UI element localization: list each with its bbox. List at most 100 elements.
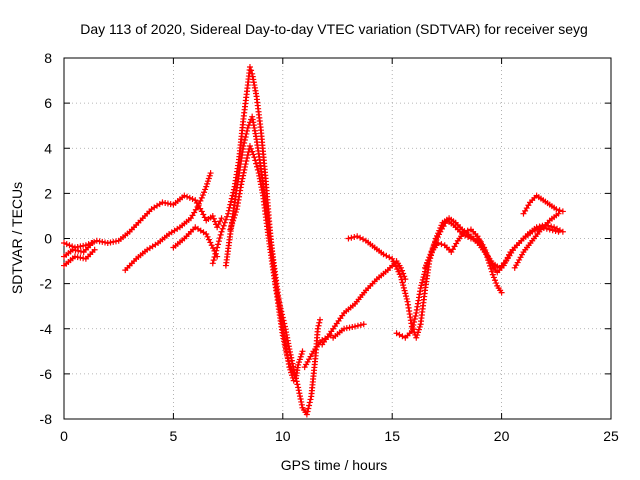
data-point [470,236,477,243]
data-point [243,130,250,137]
data-point [286,346,293,353]
axis-ticks [63,57,612,420]
data-point [421,271,428,278]
data-point [239,175,246,182]
data-point [533,224,540,231]
data-point [290,363,297,370]
data-point [399,279,406,286]
data-point [296,393,303,400]
data-point [416,323,423,330]
data-point [438,241,445,248]
data-point [426,254,433,261]
data-point [224,213,231,220]
data-point [403,295,410,302]
series-pass-8 [227,142,323,418]
data-point [422,264,429,271]
data-point [411,318,418,325]
data-point [201,214,208,221]
data-point [227,201,234,208]
data-point [212,250,219,257]
data-point [424,259,431,266]
data-point [181,192,188,199]
data-point [242,161,249,168]
data-point [316,316,323,323]
data-point [199,192,206,199]
data-point [241,136,248,143]
data-point [425,256,432,263]
data-point [433,236,440,243]
series-pass-16 [520,192,566,217]
data-point [209,260,216,267]
data-point [228,223,235,230]
data-point [314,325,321,332]
series-pass-10 [319,258,409,348]
y-tick-labels: -8 -6 -4 -2 0 2 4 6 8 [40,50,53,427]
data-point [545,222,552,229]
data-point [486,257,493,264]
data-point [294,381,301,388]
data-point [434,234,441,241]
data-point [400,270,407,277]
data-point [411,315,418,322]
data-point [273,287,280,294]
data-point [230,217,237,224]
data-point [200,211,207,218]
data-point [246,142,253,149]
data-point [246,64,253,71]
data-point [298,398,305,405]
data-point [275,296,282,303]
data-point [482,247,489,254]
data-point [217,231,224,238]
data-point [231,214,238,221]
data-point [500,262,507,269]
data-point [412,312,419,319]
data-point [288,357,295,364]
data-point [276,299,283,306]
data-point [241,166,248,173]
data-point [304,408,311,415]
data-point [287,351,294,358]
data-point [204,233,211,240]
data-point [345,235,352,242]
data-point [293,378,300,385]
data-point [504,254,511,261]
data-point [357,321,364,328]
data-point [403,293,410,300]
y-tick-label: -6 [40,366,53,382]
data-point [238,181,245,188]
data-point [214,244,221,251]
data-point [248,67,255,74]
data-point [217,218,224,225]
data-point [209,212,216,219]
data-point [481,244,488,251]
data-point [436,231,443,238]
data-point [278,308,285,315]
data-point [489,271,496,278]
data-point [306,402,313,409]
data-point [198,194,205,201]
series-pass-15 [511,210,562,271]
series-pass-1 [61,192,225,251]
x-tick-label: 10 [275,428,291,444]
y-tick-label: 8 [44,50,52,66]
data-point [556,207,563,214]
x-tick-labels: 0 5 10 15 20 25 [60,428,619,444]
data-point [299,348,306,355]
data-point [206,172,213,179]
data-point [216,235,223,242]
data-point [553,206,560,213]
data-point [218,215,225,222]
x-tick-label: 5 [170,428,178,444]
data-point [210,257,217,264]
data-point [207,170,214,177]
y-tick-label: 4 [44,140,52,156]
data-point [549,227,556,234]
data-point [205,236,212,243]
data-point [213,247,220,254]
data-point [195,200,202,207]
data-point [298,401,305,408]
y-tick-label: -4 [40,321,53,337]
y-tick-label: 6 [44,95,52,111]
y-tick-label: -2 [40,276,53,292]
y-tick-label: 2 [44,185,52,201]
